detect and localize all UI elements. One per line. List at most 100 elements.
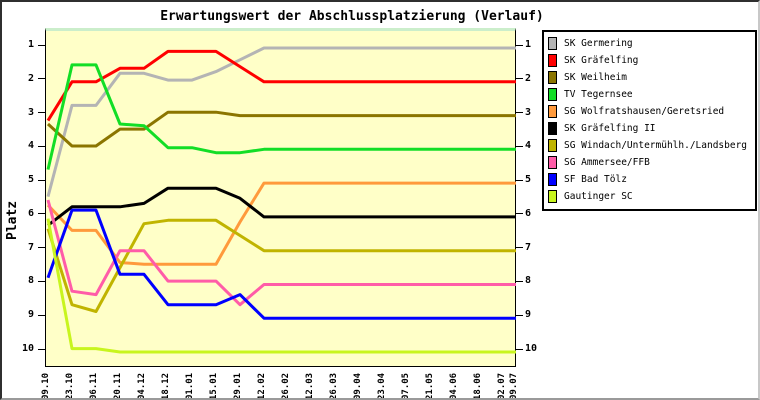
x-tick-label-26-03: 26.03 xyxy=(329,372,339,400)
legend-swatch-gautinger-sc xyxy=(548,190,557,203)
x-tick-label-23-10: 23.10 xyxy=(65,372,75,400)
x-tick-label-20-11: 20.11 xyxy=(113,372,123,400)
y-tick-left-10 xyxy=(38,348,45,350)
y-tick-right-1 xyxy=(516,44,523,46)
legend-label-sk-gr-felfing-ii: SK Gräfelfing II xyxy=(564,123,656,134)
x-tick-label-07-05: 07.05 xyxy=(401,372,411,400)
y-tick-left-9 xyxy=(38,314,45,316)
x-tick-label-09-04: 09.04 xyxy=(353,372,363,400)
x-tick-label-21-05: 21.05 xyxy=(425,372,435,400)
legend-swatch-sk-gr-felfing-ii xyxy=(548,122,557,135)
y-tick-right-3 xyxy=(516,112,523,114)
y-tick-label-left-10: 10 xyxy=(21,343,34,355)
x-tick-label-09-07: 09.07 xyxy=(509,372,519,400)
x-tick-label-12-03: 12.03 xyxy=(305,372,315,400)
y-tick-right-4 xyxy=(516,145,523,147)
y-tick-label-left-2: 2 xyxy=(27,72,34,84)
legend-item-tv-tegernsee: TV Tegernsee xyxy=(548,86,755,103)
y-tick-label-right-10: 10 xyxy=(525,343,538,355)
series-line-sk-gr-felfing-ii xyxy=(47,186,516,227)
series-line-sk-gr-felfing xyxy=(46,49,516,122)
x-tick-label-18-12: 18.12 xyxy=(161,372,171,400)
y-tick-label-right-6: 6 xyxy=(525,207,532,219)
y-tick-right-2 xyxy=(516,78,523,80)
x-tick-label-04-12: 04.12 xyxy=(137,372,147,400)
legend-swatch-sg-ammersee-ffb xyxy=(548,156,557,169)
legend-swatch-sg-wolfratshausen-geretsried xyxy=(548,105,557,118)
legend-label-sk-germering: SK Germering xyxy=(564,38,633,49)
y-tick-label-right-1: 1 xyxy=(525,39,532,50)
y-tick-label-right-8: 8 xyxy=(525,275,532,287)
legend-label-tv-tegernsee: TV Tegernsee xyxy=(564,89,633,100)
series-line-sg-ammersee-ffb xyxy=(46,199,516,307)
legend-label-sg-ammersee-ffb: SG Ammersee/FFB xyxy=(564,157,650,168)
y-tick-label-right-2: 2 xyxy=(525,72,532,84)
legend-label-sk-gr-felfing: SK Gräfelfing xyxy=(564,55,639,66)
y-tick-label-left-8: 8 xyxy=(27,275,34,287)
legend-item-sk-germering: SK Germering xyxy=(548,35,755,52)
y-tick-label-left-4: 4 xyxy=(27,140,34,152)
legend-swatch-sg-windach-unterm-hlh-landsberg xyxy=(548,139,557,152)
x-tick-label-09-10: 09.10 xyxy=(41,372,51,400)
y-tick-right-9 xyxy=(516,314,523,316)
y-tick-label-right-4: 4 xyxy=(525,140,532,152)
y-tick-right-7 xyxy=(516,247,523,249)
y-tick-left-6 xyxy=(38,213,45,215)
x-tick-label-04-06: 04.06 xyxy=(449,372,459,400)
legend-item-sf-bad-t-lz: SF Bad Tölz xyxy=(548,171,755,188)
x-tick-label-26-02: 26.02 xyxy=(281,372,291,400)
legend-item-sg-ammersee-ffb: SG Ammersee/FFB xyxy=(548,154,755,171)
x-tick-label-12-02: 12.02 xyxy=(257,372,267,400)
y-tick-left-7 xyxy=(38,247,45,249)
y-tick-right-10 xyxy=(516,348,523,350)
y-tick-label-right-7: 7 xyxy=(525,241,532,253)
y-tick-left-2 xyxy=(38,78,45,80)
series-line-gautinger-sc xyxy=(46,218,516,354)
y-tick-label-left-6: 6 xyxy=(27,207,34,219)
series-line-sg-windach-unterm-hlh-landsberg xyxy=(46,218,516,313)
x-tick-label-23-04: 23.04 xyxy=(377,372,387,400)
y-tick-right-6 xyxy=(516,213,523,215)
x-tick-label-02-07: 02.07 xyxy=(497,372,507,400)
y-tick-left-4 xyxy=(38,145,45,147)
legend-swatch-tv-tegernsee xyxy=(548,88,557,101)
y-tick-left-5 xyxy=(38,179,45,181)
x-tick-label-06-11: 06.11 xyxy=(89,372,99,400)
y-tick-label-right-3: 3 xyxy=(525,106,532,118)
y-tick-left-8 xyxy=(38,280,45,282)
legend-label-sk-weilheim: SK Weilheim xyxy=(564,72,627,83)
legend-item-sk-gr-felfing-ii: SK Gräfelfing II xyxy=(548,120,755,137)
series-line-sk-weilheim xyxy=(46,110,516,148)
legend-item-sk-weilheim: SK Weilheim xyxy=(548,69,755,86)
series-line-sf-bad-t-lz xyxy=(46,208,516,320)
series-line-tv-tegernsee xyxy=(46,63,516,170)
y-tick-label-left-9: 9 xyxy=(27,309,34,321)
y-axis-label: Platz xyxy=(5,200,20,240)
series-lines-canvas xyxy=(46,46,516,354)
x-tick-label-15-01: 15.01 xyxy=(209,372,219,400)
legend-label-sg-wolfratshausen-geretsried: SG Wolfratshausen/Geretsried xyxy=(564,106,725,117)
legend-swatch-sk-germering xyxy=(548,37,557,50)
legend-item-sg-windach-unterm-hlh-landsberg: SG Windach/Untermühlh./Landsberg xyxy=(548,137,755,154)
legend-swatch-sf-bad-t-lz xyxy=(548,173,557,186)
series-line-sg-wolfratshausen-geretsried xyxy=(46,181,516,266)
x-tick-label-01-01: 01.01 xyxy=(185,372,195,400)
y-tick-label-right-9: 9 xyxy=(525,309,532,321)
y-tick-label-right-5: 5 xyxy=(525,174,532,186)
legend-item-gautinger-sc: Gautinger SC xyxy=(548,188,755,205)
legend-label-sf-bad-t-lz: SF Bad Tölz xyxy=(564,174,627,185)
x-tick-label-29-01: 29.01 xyxy=(233,372,243,400)
y-tick-right-8 xyxy=(516,280,523,282)
legend-box: SK Germering SK Gräfelfing SK Weilheim TV T… xyxy=(542,30,757,211)
y-tick-right-5 xyxy=(516,179,523,181)
legend-item-sk-gr-felfing: SK Gräfelfing xyxy=(548,52,755,69)
y-tick-label-left-5: 5 xyxy=(27,174,34,186)
chart-title: Erwartungswert der Abschlussplatzierung … xyxy=(160,9,544,24)
legend-swatch-sk-weilheim xyxy=(548,71,557,84)
x-tick-label-18-06: 18.06 xyxy=(473,372,483,400)
legend-label-sg-windach-unterm-hlh-landsberg: SG Windach/Untermühlh./Landsberg xyxy=(564,140,748,151)
series-line-sk-germering xyxy=(46,46,516,197)
legend-swatch-sk-gr-felfing xyxy=(548,54,557,67)
legend-label-gautinger-sc: Gautinger SC xyxy=(564,191,633,202)
